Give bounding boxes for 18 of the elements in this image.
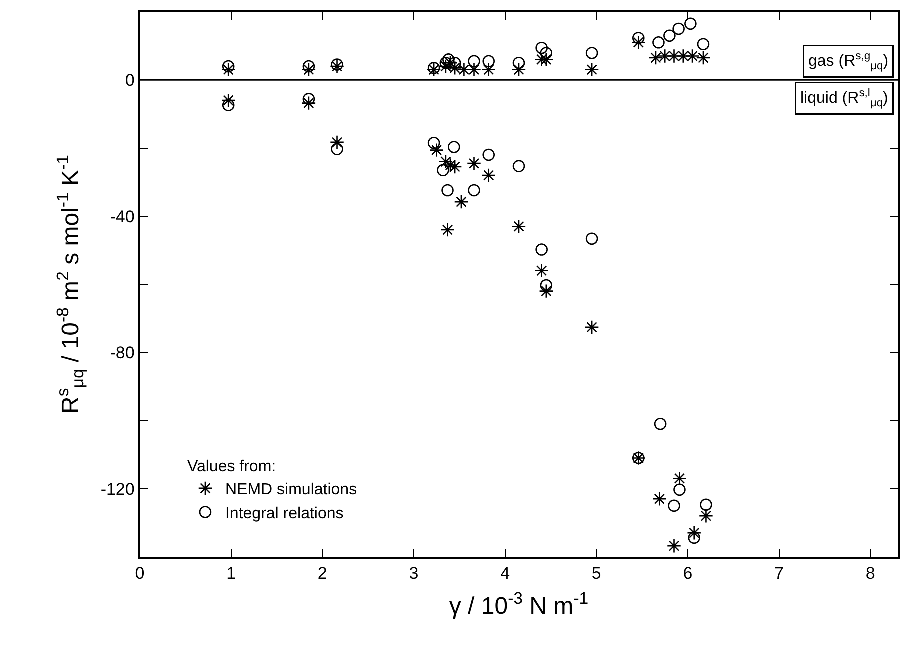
- x-tick-label: 3: [409, 564, 419, 584]
- x-tick-label: 7: [774, 564, 784, 584]
- x-tick-label: 5: [592, 564, 602, 584]
- x-tick-label: 6: [683, 564, 693, 584]
- y-tick-label: -120: [100, 480, 135, 499]
- x-tick-label: 2: [318, 564, 328, 584]
- legend-label: NEMD simulations: [225, 482, 358, 499]
- annotation: liquid (R$^{s,l}$$_{μq}$): [800, 88, 888, 110]
- y-tick-label: -40: [110, 207, 135, 226]
- y-tick-label: -80: [110, 344, 135, 363]
- x-tick-label: 1: [226, 564, 236, 584]
- y-tick-label: 0: [125, 71, 135, 90]
- x-axis-title: γ / 10$^{-3}$ N m$^{-1}$: [449, 588, 589, 620]
- legend-label: Integral relations: [225, 505, 344, 522]
- x-tick-label: 8: [866, 564, 876, 584]
- x-tick-label: 4: [500, 564, 510, 584]
- legend-title: Values from:: [187, 458, 276, 476]
- annotation: gas (R$^{s,g}$$_{μq}$): [808, 50, 889, 73]
